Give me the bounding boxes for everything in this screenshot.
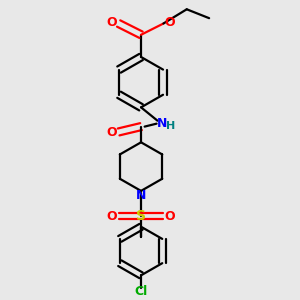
Text: Cl: Cl <box>134 285 148 298</box>
Text: N: N <box>157 117 167 130</box>
Text: O: O <box>107 210 117 223</box>
Text: S: S <box>136 209 146 223</box>
Text: N: N <box>136 189 146 202</box>
Text: O: O <box>107 16 117 29</box>
Text: O: O <box>165 210 175 223</box>
Text: H: H <box>166 121 175 131</box>
Text: O: O <box>164 16 175 29</box>
Text: O: O <box>107 126 117 139</box>
